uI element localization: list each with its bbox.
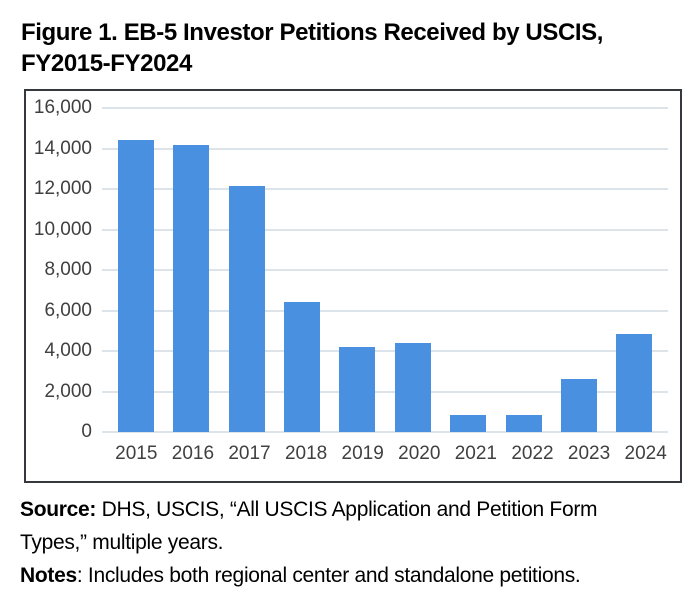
bar-slot-2019 <box>330 108 385 432</box>
y-axis-label-16000: 16,000 <box>33 97 92 118</box>
gridline-2000 <box>102 390 668 393</box>
y-axis-label-0: 0 <box>81 421 92 442</box>
y-axis-label-10000: 10,000 <box>33 218 92 240</box>
figure-footnotes: Source: DHS, USCIS, “All USCIS Applicati… <box>20 493 690 592</box>
source-line1: Source: DHS, USCIS, “All USCIS Applicati… <box>20 493 690 526</box>
y-axis-label-12000: 12,000 <box>33 178 92 199</box>
notes-line: Notes: Includes both regional center and… <box>20 559 690 592</box>
x-axis-label-2023: 2023 <box>567 443 611 464</box>
x-axis-label-2024: 2024 <box>624 443 667 464</box>
gridline-14000 <box>102 147 668 150</box>
x-axis-label-2021: 2021 <box>454 443 497 464</box>
x-axis: 2015 2016 2017 2018 2019 2020 2021 2022 2023 2024 <box>102 443 680 465</box>
source-label: Source: <box>20 498 97 521</box>
bar-2022 <box>505 415 542 432</box>
gridline-0 <box>102 431 668 433</box>
y-axis-label-14000: 14,000 <box>33 137 92 159</box>
y-axis-label-6000: 6,000 <box>44 299 92 321</box>
gridline-12000 <box>102 188 668 190</box>
x-axis-label-2019: 2019 <box>341 443 384 464</box>
x-axis-label-2015: 2015 <box>115 443 158 464</box>
bar-2018 <box>283 302 320 432</box>
bar-slot-2017 <box>219 108 274 432</box>
y-axis-label-2000: 2,000 <box>44 380 92 402</box>
x-axis-label-2016: 2016 <box>171 443 215 464</box>
gridline-8000 <box>102 269 668 271</box>
figure-title-line1: Figure 1. EB-5 Investor Petitions Receiv… <box>21 19 604 46</box>
bar-2017 <box>228 185 265 432</box>
bar-2020 <box>394 342 431 432</box>
bar-slot-2020 <box>385 108 440 432</box>
x-axis-label-2017: 2017 <box>228 443 271 464</box>
source-line2: Types,” multiple years. <box>20 531 224 554</box>
x-axis-label-2022: 2022 <box>511 443 554 464</box>
notes-text: : Includes both regional center and stan… <box>76 564 581 587</box>
gridline-6000 <box>102 309 668 312</box>
gridline-10000 <box>102 228 668 231</box>
x-axis-label-2018: 2018 <box>284 443 328 464</box>
bar-2021 <box>450 415 487 432</box>
bar-slot-2021 <box>440 108 495 432</box>
bar-slot-2024 <box>607 108 662 432</box>
y-axis-label-4000: 4,000 <box>44 340 92 361</box>
bar-2024 <box>616 333 653 432</box>
bar-2023 <box>560 379 597 432</box>
bar-chart: 0 2,000 4,000 6,000 8,000 10,000 12,000 14,000 1… <box>24 89 682 483</box>
x-axis-label-2020: 2020 <box>398 443 441 464</box>
bars-container <box>102 108 668 432</box>
y-axis: 0 2,000 4,000 6,000 8,000 10,000 12,000 14,000 1… <box>26 98 92 442</box>
bar-slot-2018 <box>274 108 329 432</box>
bar-2015 <box>117 140 154 432</box>
notes-label: Notes <box>20 564 77 587</box>
y-axis-label-8000: 8,000 <box>44 259 92 280</box>
gridline-16000 <box>102 107 668 109</box>
figure-title-line2: FY2015-FY2024 <box>21 50 192 77</box>
source-text: DHS, USCIS, “All USCIS Application and P… <box>96 498 598 521</box>
bar-slot-2015 <box>108 108 163 432</box>
plot-area <box>102 107 668 433</box>
bar-slot-2016 <box>163 108 218 432</box>
bar-slot-2022 <box>496 108 551 432</box>
gridline-4000 <box>102 350 668 352</box>
figure-title: Figure 1. EB-5 Investor Petitions Receiv… <box>21 17 691 79</box>
bar-2019 <box>339 346 376 432</box>
bar-slot-2023 <box>551 108 606 432</box>
bar-2016 <box>173 145 210 432</box>
